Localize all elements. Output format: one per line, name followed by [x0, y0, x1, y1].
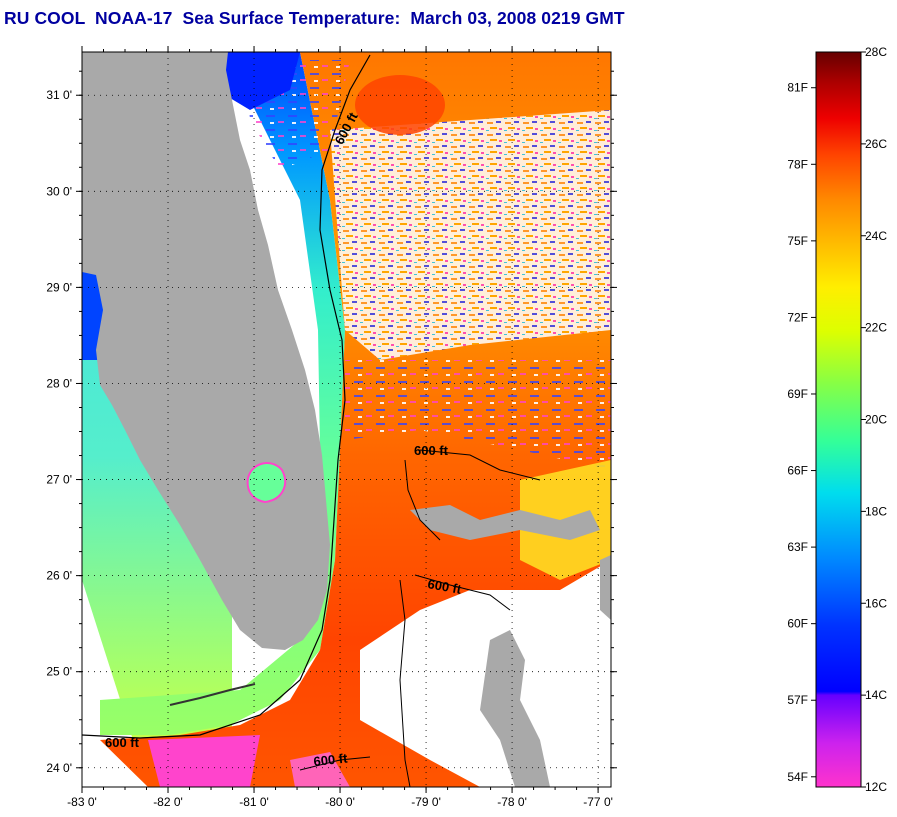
lon-label: -79 0': [411, 795, 441, 809]
contour-label: 600 ft: [426, 576, 463, 597]
colorbar-c-label: 24C: [865, 229, 887, 243]
map-title: RU COOL NOAA-17 Sea Surface Temperature:…: [4, 8, 625, 28]
lon-label: -80 0': [325, 795, 355, 809]
colorbar-f-label: 57F: [787, 693, 808, 707]
colorbar-f-label: 81F: [787, 81, 808, 95]
lon-label: -78 0': [497, 795, 527, 809]
colorbar-f-label: 72F: [787, 310, 808, 324]
graticule: [81, 52, 611, 787]
lon-label: -77 0': [583, 795, 613, 809]
contour-label: 600 ft: [313, 750, 349, 769]
colorbar-c-label: 12C: [865, 780, 887, 794]
sst-image: [82, 52, 611, 787]
lat-label: 26 0': [46, 569, 72, 583]
colorbar-f-label: 78F: [787, 157, 808, 171]
lat-label: 24 0': [46, 761, 72, 775]
colorbar-c-label: 16C: [865, 596, 887, 610]
colorbar-f-label: 66F: [787, 464, 808, 478]
colorbar-c-label: 18C: [865, 504, 887, 518]
colorbar-c-label: 28C: [865, 45, 887, 59]
colorbar-f-label: 54F: [787, 770, 808, 784]
lon-label: -83 0': [67, 795, 97, 809]
contour-label: 600 ft: [105, 735, 140, 750]
colorbar-c-label: 26C: [865, 137, 887, 151]
colorbar-c-label: 20C: [865, 413, 887, 427]
lat-label: 29 0': [46, 280, 72, 294]
lon-label: -82 0': [153, 795, 183, 809]
lat-label: 30 0': [46, 184, 72, 198]
lat-label: 25 0': [46, 665, 72, 679]
colorbar-labels: 28C 26C 24C 22C 20C 18C 16C 14C 12C 81F 78F 75F 72F 6…: [787, 45, 887, 794]
map-axes: 31 0' 30 0' 29 0' 28 0' 27 0' 26 0' 25 0' 24 0'…: [46, 46, 617, 809]
lon-label: -81 0': [239, 795, 269, 809]
lat-label: 27 0': [46, 473, 72, 487]
colorbar: [815, 51, 862, 788]
lat-label: 31 0': [46, 88, 72, 102]
contour-label: 600 ft: [414, 443, 449, 458]
colorbar-f-label: 75F: [787, 234, 808, 248]
colorbar-f-label: 69F: [787, 387, 808, 401]
map-frame: [81, 51, 612, 788]
colorbar-c-label: 14C: [865, 688, 887, 702]
colorbar-f-label: 60F: [787, 617, 808, 631]
colorbar-c-label: 22C: [865, 321, 887, 335]
lat-label: 28 0': [46, 376, 72, 390]
colorbar-f-label: 63F: [787, 540, 808, 554]
